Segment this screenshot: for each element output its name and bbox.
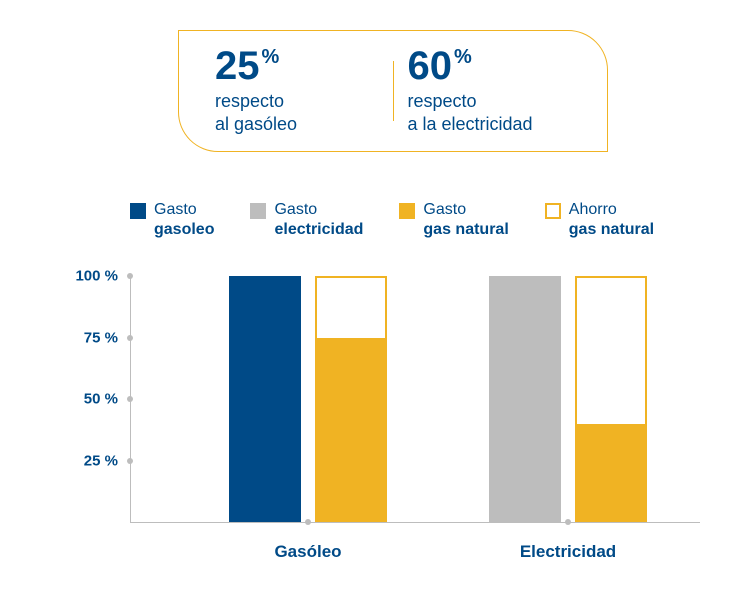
callout-caption: respecto al gasóleo [215, 90, 379, 137]
chart-legend: Gasto gasoleo Gasto electricidad Gasto g… [130, 200, 720, 240]
x-tick-dot [565, 519, 571, 525]
bar-solid [229, 276, 301, 522]
bar-fill [577, 424, 645, 520]
callout-value: 60 [408, 46, 453, 86]
y-tick-dot [127, 335, 133, 341]
x-tick-dot [305, 519, 311, 525]
legend-swatch [250, 203, 266, 219]
legend-label: Gasto gasoleo [154, 200, 214, 240]
callout-divider [393, 61, 394, 121]
legend-item-ahorro: Ahorro gas natural [545, 200, 654, 240]
y-tick-label: 75 % [50, 329, 118, 346]
bar-fill [317, 338, 385, 521]
callout-unit: % [454, 46, 472, 68]
y-tick-dot [127, 273, 133, 279]
callout-item-gasoleo: 25% respecto al gasóleo [215, 46, 379, 137]
callout-value: 25 [215, 46, 260, 86]
bar-solid [489, 276, 561, 522]
legend-item-gas-natural: Gasto gas natural [399, 200, 508, 240]
x-axis-label: Gasóleo [274, 542, 341, 562]
callout-item-electricidad: 60% respecto a la electricidad [408, 46, 572, 137]
legend-swatch [399, 203, 415, 219]
y-tick-dot [127, 396, 133, 402]
y-tick-label: 50 % [50, 391, 118, 408]
callout-unit: % [262, 46, 280, 68]
x-axis-line [130, 522, 700, 523]
bar-stacked [315, 276, 387, 522]
chart-plot-area [130, 276, 700, 522]
legend-swatch [130, 203, 146, 219]
savings-callout: 25% respecto al gasóleo 60% respecto a l… [178, 30, 608, 152]
callout-caption: respecto a la electricidad [408, 90, 572, 137]
x-axis-label: Electricidad [520, 542, 616, 562]
legend-item-gasoleo: Gasto gasoleo [130, 200, 214, 240]
bar-stacked [575, 276, 647, 522]
legend-label: Gasto gas natural [423, 200, 508, 240]
savings-bar-chart: 25 %50 %75 %100 %GasóleoElectricidad [50, 272, 710, 582]
y-tick-label: 25 % [50, 452, 118, 469]
legend-item-electricidad: Gasto electricidad [250, 200, 363, 240]
legend-swatch [545, 203, 561, 219]
legend-label: Ahorro gas natural [569, 200, 654, 240]
y-tick-label: 100 % [50, 268, 118, 285]
legend-label: Gasto electricidad [274, 200, 363, 240]
y-tick-dot [127, 458, 133, 464]
